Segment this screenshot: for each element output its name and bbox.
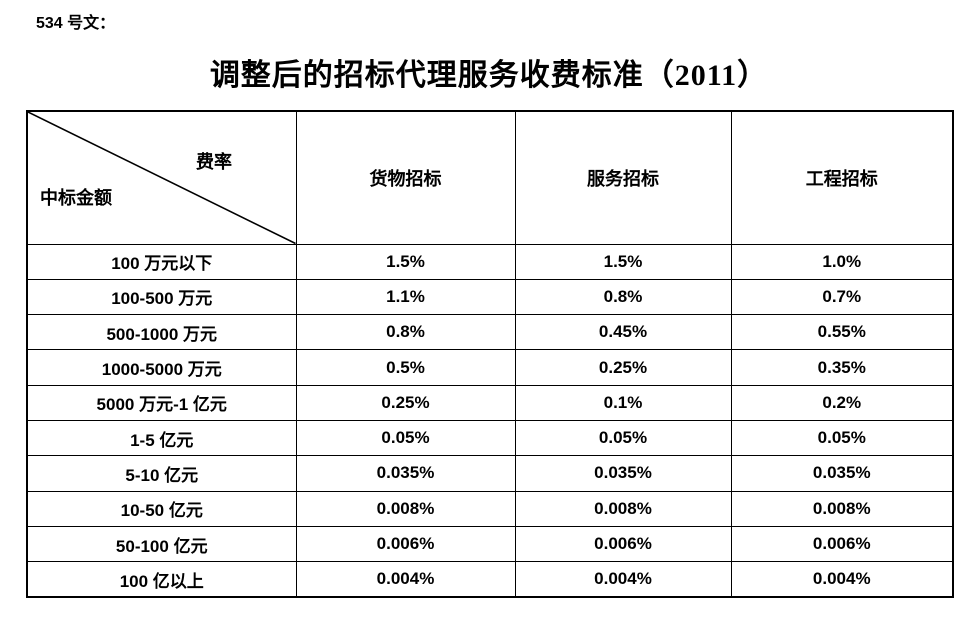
table-row: 100-500 万元 1.1% 0.8% 0.7% (26, 278, 954, 316)
rate-cell: 0.004% (295, 561, 516, 598)
rate-cell: 0.008% (514, 490, 732, 527)
column-header-goods: 货物招标 (295, 110, 516, 245)
rate-cell: 1.0% (730, 243, 954, 280)
rate-cell: 0.006% (730, 525, 954, 563)
rate-cell: 0.55% (730, 314, 954, 351)
row-label: 1-5 亿元 (26, 419, 297, 457)
rate-cell: 0.008% (730, 490, 954, 527)
rate-cell: 0.45% (514, 314, 732, 351)
rate-cell: 0.8% (295, 314, 516, 351)
corner-label-rate: 费率 (196, 152, 232, 172)
table-row: 500-1000 万元 0.8% 0.45% 0.55% (26, 314, 954, 351)
row-label: 500-1000 万元 (26, 314, 297, 351)
row-label: 10-50 亿元 (26, 490, 297, 527)
rate-cell: 0.2% (730, 384, 954, 421)
rate-cell: 0.05% (730, 419, 954, 457)
rate-cell: 0.035% (514, 455, 732, 492)
table-row: 10-50 亿元 0.008% 0.008% 0.008% (26, 490, 954, 527)
document-ref-label: 534 号文： (36, 15, 116, 32)
rate-cell: 0.004% (514, 561, 732, 598)
table-row: 100 亿以上 0.004% 0.004% 0.004% (26, 561, 954, 598)
rate-cell: 0.7% (730, 278, 954, 316)
rate-cell: 0.35% (730, 349, 954, 386)
table-row: 5000 万元-1 亿元 0.25% 0.1% 0.2% (26, 384, 954, 421)
table-corner-cell: 费率 中标金额 (26, 110, 297, 245)
row-label: 100 亿以上 (26, 561, 297, 598)
corner-label-amount: 中标金额 (40, 188, 112, 208)
diagonal-divider-line (28, 112, 296, 244)
column-header-services: 服务招标 (514, 110, 732, 245)
rate-cell: 1.5% (514, 243, 732, 280)
row-label: 100 万元以下 (26, 243, 297, 280)
rate-cell: 0.5% (295, 349, 516, 386)
table-header-row: 费率 中标金额 货物招标 服务招标 工程招标 (26, 110, 954, 245)
column-header-engineering: 工程招标 (730, 110, 954, 245)
rate-cell: 1.1% (295, 278, 516, 316)
fee-rate-table: 费率 中标金额 货物招标 服务招标 工程招标 100 万元以下 1.5% 1.5… (26, 110, 954, 598)
rate-cell: 0.25% (514, 349, 732, 386)
row-label: 1000-5000 万元 (26, 349, 297, 386)
document-title: 调整后的招标代理服务收费标准（2011） (209, 59, 769, 92)
table-row: 1-5 亿元 0.05% 0.05% 0.05% (26, 419, 954, 457)
row-label: 5000 万元-1 亿元 (26, 384, 297, 421)
rate-cell: 0.006% (295, 525, 516, 563)
row-label: 5-10 亿元 (26, 455, 297, 492)
rate-cell: 0.035% (295, 455, 516, 492)
rate-cell: 0.1% (514, 384, 732, 421)
rate-cell: 0.004% (730, 561, 954, 598)
rate-cell: 0.25% (295, 384, 516, 421)
row-label: 50-100 亿元 (26, 525, 297, 563)
rate-cell: 0.035% (730, 455, 954, 492)
rate-cell: 0.006% (514, 525, 732, 563)
row-label: 100-500 万元 (26, 278, 297, 316)
table-row: 1000-5000 万元 0.5% 0.25% 0.35% (26, 349, 954, 386)
rate-cell: 1.5% (295, 243, 516, 280)
rate-cell: 0.05% (514, 419, 732, 457)
rate-cell: 0.008% (295, 490, 516, 527)
table-row: 5-10 亿元 0.035% 0.035% 0.035% (26, 455, 954, 492)
rate-cell: 0.05% (295, 419, 516, 457)
table-row: 50-100 亿元 0.006% 0.006% 0.006% (26, 525, 954, 563)
table-row: 100 万元以下 1.5% 1.5% 1.0% (26, 243, 954, 280)
rate-cell: 0.8% (514, 278, 732, 316)
